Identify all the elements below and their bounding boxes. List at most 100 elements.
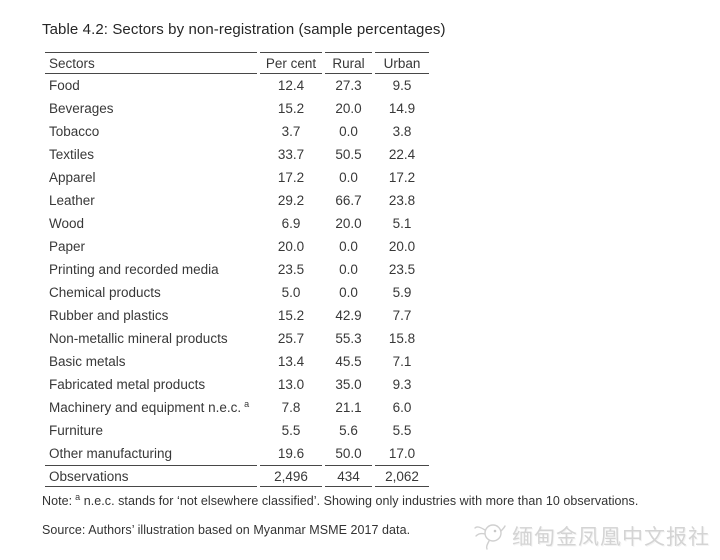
value-cell: 29.2 (277, 193, 305, 208)
note-superscript: a (75, 491, 81, 502)
value-cell: 3.8 (392, 124, 412, 139)
value-cell: 5.1 (392, 216, 412, 231)
value-cell: 15.2 (277, 101, 305, 116)
sector-label: Machinery and equipment n.e.c. (49, 400, 242, 415)
value-cell: 5.5 (392, 423, 412, 438)
sector-label: Basic metals (49, 354, 126, 369)
sector-label: Leather (49, 193, 95, 208)
value-cell: 23.5 (388, 262, 416, 277)
sector-label: Chemical products (49, 285, 161, 300)
value-cell: 17.2 (277, 170, 305, 185)
table-row: Rubber and plastics 15.2 42.9 7.7 (45, 304, 429, 327)
value-cell: 50.5 (335, 147, 362, 162)
column-header-urban: Urban (375, 52, 429, 74)
sector-cell: Food (45, 74, 257, 97)
value-cell: 0.0 (339, 124, 358, 139)
value-cell: 5.9 (392, 285, 412, 300)
table-note: Note: a n.e.c. stands for ‘not elsewhere … (42, 491, 639, 508)
table-body: Food 12.4 27.3 9.5 Beverages 15.2 20.0 14.9 Toba… (45, 74, 429, 465)
value-cell: 20.0 (277, 239, 305, 254)
watermark-text: 缅甸金凤凰中文报社 (512, 525, 710, 549)
sector-label: Textiles (49, 147, 95, 162)
sector-cell: Basic metals (45, 350, 257, 373)
phoenix-logo-icon (474, 524, 506, 550)
value-cell: 5.5 (281, 423, 301, 438)
sector-label: Apparel (49, 170, 96, 185)
observations-rural: 434 (325, 465, 372, 487)
value-cell: 20.0 (388, 239, 416, 254)
sector-label: Beverages (49, 101, 114, 116)
column-header-sectors: Sectors (45, 52, 257, 74)
table-row: Leather 29.2 66.7 23.8 (45, 189, 429, 212)
sector-cell: Machinery and equipment n.e.c. a (45, 396, 257, 419)
value-cell: 9.5 (392, 78, 412, 93)
observations-row: Observations 2,496 434 2,062 (45, 465, 429, 487)
table-row: Fabricated metal products 13.0 35.0 9.3 (45, 373, 429, 396)
source-line: Source: Authors’ illustration based on M… (42, 523, 411, 537)
table-row: Textiles 33.7 50.5 22.4 (45, 143, 429, 166)
sector-cell: Wood (45, 212, 257, 235)
table-row: Food 12.4 27.3 9.5 (45, 74, 429, 97)
value-cell: 21.1 (335, 400, 362, 415)
observations-label: Observations (45, 465, 257, 487)
value-cell: 15.2 (277, 308, 305, 323)
table-row: Wood 6.9 20.0 5.1 (45, 212, 429, 235)
sector-cell: Non-metallic mineral products (45, 327, 257, 350)
sector-label: Wood (49, 216, 85, 231)
sector-label: Paper (49, 239, 86, 254)
value-cell: 23.5 (277, 262, 305, 277)
watermark: 缅甸金凤凰中文报社 (473, 520, 710, 552)
sector-label: Printing and recorded media (49, 262, 219, 277)
table-row: Apparel 17.2 0.0 17.2 (45, 166, 429, 189)
observations-per-cent: 2,496 (260, 465, 322, 487)
observations-urban: 2,062 (375, 465, 429, 487)
sector-label: Tobacco (49, 124, 100, 139)
value-cell: 7.8 (281, 400, 301, 415)
table-row: Beverages 15.2 20.0 14.9 (45, 97, 429, 120)
value-cell: 7.7 (392, 308, 412, 323)
value-cell: 13.4 (277, 354, 305, 369)
value-cell: 19.6 (277, 446, 305, 461)
value-cell: 20.0 (335, 101, 362, 116)
value-cell: 0.0 (339, 170, 358, 185)
sector-cell: Chemical products (45, 281, 257, 304)
value-cell: 6.9 (281, 216, 301, 231)
value-cell: 22.4 (388, 147, 416, 162)
sector-cell: Paper (45, 235, 257, 258)
value-cell: 0.0 (339, 239, 358, 254)
value-cell: 17.2 (388, 170, 416, 185)
sector-label: Furniture (49, 423, 104, 438)
value-cell: 12.4 (277, 78, 305, 93)
sector-label: Other manufacturing (49, 446, 173, 461)
value-cell: 20.0 (335, 216, 362, 231)
value-cell: 25.7 (277, 331, 305, 346)
note-prefix: Note: (42, 494, 73, 508)
value-cell: 13.0 (277, 377, 305, 392)
table-row: Printing and recorded media 23.5 0.0 23.5 (45, 258, 429, 281)
table-row: Furniture 5.5 5.6 5.5 (45, 419, 429, 442)
sector-cell: Apparel (45, 166, 257, 189)
table-figure: Table 4.2: Sectors by non-registration (… (42, 21, 638, 537)
sector-cell: Leather (45, 189, 257, 212)
sector-label: Fabricated metal products (49, 377, 206, 392)
value-cell: 27.3 (335, 78, 362, 93)
sector-cell: Other manufacturing (45, 442, 257, 465)
value-cell: 9.3 (392, 377, 412, 392)
note-body: n.e.c. stands for ‘not elsewhere classif… (83, 494, 639, 508)
sector-label: Rubber and plastics (49, 308, 169, 323)
value-cell: 5.0 (281, 285, 301, 300)
value-cell: 0.0 (339, 285, 358, 300)
sector-cell: Furniture (45, 419, 257, 442)
sector-label: Non-metallic mineral products (49, 331, 228, 346)
value-cell: 6.0 (392, 400, 412, 415)
sector-label: Food (49, 78, 80, 93)
value-cell: 50.0 (335, 446, 362, 461)
header-row: Sectors Per cent Rural Urban (45, 52, 429, 74)
value-cell: 23.8 (388, 193, 416, 208)
value-cell: 17.0 (388, 446, 416, 461)
value-cell: 55.3 (335, 331, 362, 346)
sector-cell: Beverages (45, 97, 257, 120)
sector-cell: Tobacco (45, 120, 257, 143)
sector-cell: Fabricated metal products (45, 373, 257, 396)
column-header-per-cent: Per cent (260, 52, 322, 74)
